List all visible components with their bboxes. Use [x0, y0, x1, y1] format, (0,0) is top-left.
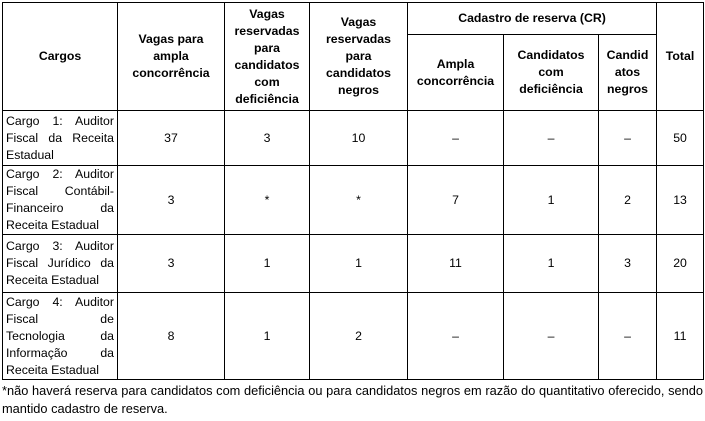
cell-ampla: 8 — [117, 292, 225, 380]
cell-negros: 2 — [309, 292, 408, 380]
table-row: Cargo 2: Auditor Fiscal Contábil-Finance… — [2, 165, 705, 235]
header-cr-ampla: Ampla concorrência — [407, 34, 504, 111]
cell-total: 11 — [656, 292, 705, 380]
header-deficiencia: Vagas reservadas para candidatos com def… — [224, 2, 310, 111]
table-row: Cargo 3: Auditor Fiscal Jurídico da Rece… — [2, 234, 705, 293]
cell-cr-negros: – — [597, 292, 658, 380]
cell-ampla: 3 — [117, 165, 225, 235]
cell-cr-ampla: 11 — [407, 234, 504, 293]
cell-ampla: 3 — [117, 234, 225, 293]
table-row: Cargo 4: Auditor Fiscal de Tecnologia da… — [2, 292, 705, 380]
cell-cargo: Cargo 1: Auditor Fiscal da Receita Estad… — [2, 110, 118, 166]
footnote: *não haverá reserva para candidatos com … — [2, 383, 703, 416]
header-total: Total — [656, 2, 705, 111]
header-ampla: Vagas para ampla concorrência — [117, 2, 225, 111]
header-cr: Cadastro de reserva (CR) — [406, 2, 658, 35]
cell-cr-ampla: – — [407, 292, 504, 380]
cell-cr-ampla: 7 — [407, 165, 504, 235]
cell-deficiencia: 1 — [224, 292, 310, 380]
header-cr-deficiencia: Candidatos com deficiência — [503, 34, 599, 111]
cell-negros: 10 — [309, 110, 408, 166]
cell-cr-deficiencia: – — [503, 292, 599, 380]
header-negros: Vagas reservadas para candidatos negros — [309, 2, 408, 111]
cell-cr-deficiencia: 1 — [503, 234, 599, 293]
header-cr-negros: Candid atos negros — [597, 34, 658, 111]
cell-deficiencia: 3 — [224, 110, 310, 166]
cell-cr-deficiencia: – — [503, 110, 599, 166]
header-cargos: Cargos — [2, 2, 118, 111]
cell-cr-deficiencia: 1 — [503, 165, 599, 235]
cell-cr-ampla: – — [407, 110, 504, 166]
cell-total: 50 — [656, 110, 705, 166]
cell-cargo: Cargo 3: Auditor Fiscal Jurídico da Rece… — [2, 234, 118, 293]
cell-cr-negros: – — [597, 110, 658, 166]
cell-negros: 1 — [309, 234, 408, 293]
cell-total: 13 — [656, 165, 705, 235]
cell-deficiencia: * — [224, 165, 310, 235]
cell-cr-negros: 3 — [597, 234, 658, 293]
cell-total: 20 — [656, 234, 705, 293]
cell-ampla: 37 — [117, 110, 225, 166]
table-row: Cargo 1: Auditor Fiscal da Receita Estad… — [2, 110, 705, 166]
cell-negros: * — [309, 165, 408, 235]
vacancies-table: Cargos Vagas para ampla concorrência Vag… — [2, 2, 705, 380]
cell-cargo: Cargo 4: Auditor Fiscal de Tecnologia da… — [2, 292, 118, 380]
cell-deficiencia: 1 — [224, 234, 310, 293]
cell-cargo: Cargo 2: Auditor Fiscal Contábil-Finance… — [2, 165, 118, 235]
cell-cr-negros: 2 — [597, 165, 658, 235]
